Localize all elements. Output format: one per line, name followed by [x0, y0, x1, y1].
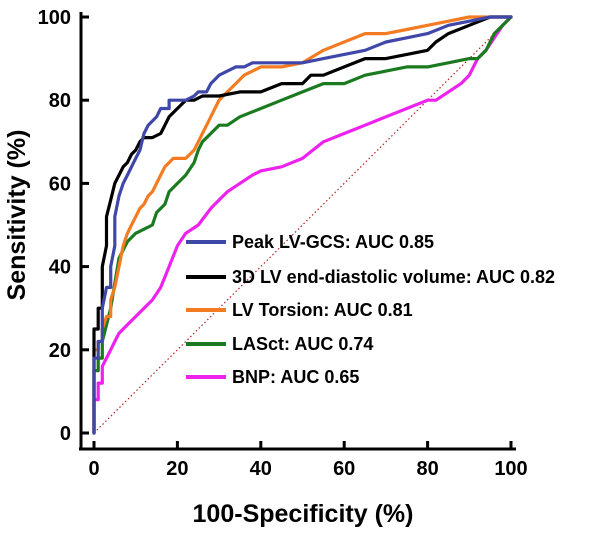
y-axis-title: Sensitivity (%): [3, 130, 31, 301]
legend: Peak LV-GCS: AUC 0.85 3D LV end-diastolic…: [186, 232, 555, 387]
y-tick-label: 0: [60, 423, 71, 445]
series-line-0: [92, 15, 513, 435]
legend-label: Peak LV-GCS: AUC 0.85: [232, 232, 434, 252]
x-tick-label: 20: [166, 458, 188, 480]
x-tick-label: 60: [333, 458, 355, 480]
y-tick-label: 40: [49, 257, 71, 279]
legend-label: LASct: AUC 0.74: [232, 334, 373, 354]
x-tick-label: 40: [250, 458, 272, 480]
legend-label: 3D LV end-diastolic volume: AUC 0.82: [232, 267, 555, 287]
y-tick-label: 80: [49, 90, 71, 112]
x-axis-title: 100-Specificity (%): [193, 500, 414, 528]
y-tick-label: 60: [49, 173, 71, 195]
legend-label: BNP: AUC 0.65: [232, 367, 359, 387]
plot-area: [92, 15, 513, 435]
y-tick-label: 20: [49, 340, 71, 362]
y-ticks: 0 20 40 60 80 100: [38, 7, 89, 445]
x-tick-label: 0: [88, 458, 99, 480]
x-tick-label: 100: [494, 458, 527, 480]
series-line-1: [92, 15, 513, 435]
y-tick-label: 100: [38, 7, 71, 29]
series-line-2: [92, 15, 513, 435]
series-line-4: [92, 15, 513, 435]
legend-label: LV Torsion: AUC 0.81: [232, 300, 413, 320]
axes: 0 20 40 60 80 100 0 20 40 60 80 100 Sensitivity (%…: [3, 7, 528, 528]
x-ticks: 0 20 40 60 80 100: [88, 441, 528, 480]
x-tick-label: 80: [416, 458, 438, 480]
